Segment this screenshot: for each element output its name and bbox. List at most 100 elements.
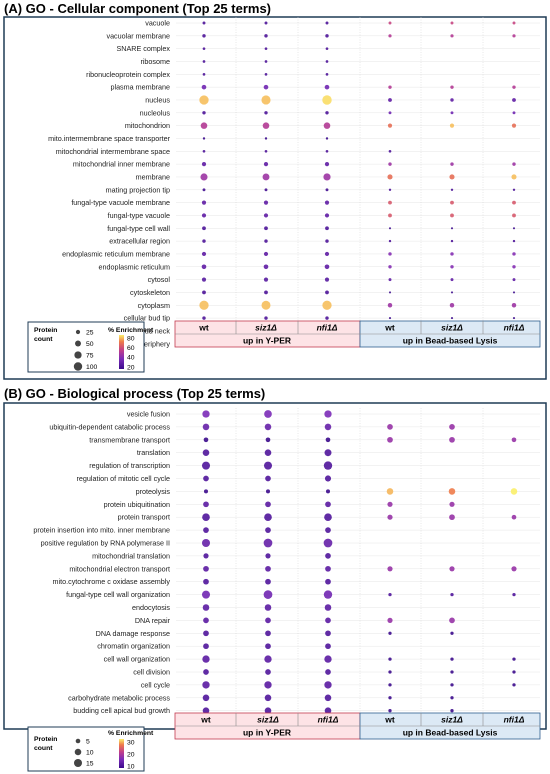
condition-label: wt <box>198 323 209 333</box>
term-label: vacuole <box>145 19 170 28</box>
condition-label: wt <box>384 323 395 333</box>
data-point <box>450 683 454 687</box>
data-point <box>202 513 210 522</box>
data-point <box>203 617 209 624</box>
legend-color-tick: 40 <box>127 355 135 362</box>
data-point <box>512 162 516 166</box>
data-point <box>324 264 330 270</box>
data-point <box>265 553 271 559</box>
data-point <box>200 173 208 181</box>
data-point <box>510 488 518 495</box>
data-point <box>387 617 393 624</box>
legend-size-dot <box>75 738 81 744</box>
panel-a-title: (A) GO - Cellular component (Top 25 term… <box>4 1 271 16</box>
legend-a: Protein count 25 50 75 100 % Enrichment 80 6… <box>27 321 154 373</box>
data-point <box>388 200 392 205</box>
data-point <box>323 538 333 548</box>
data-point <box>324 277 330 282</box>
term-label: protein transport <box>118 513 170 522</box>
data-point <box>512 239 516 243</box>
legend-b-sizes: 5 10 15 <box>74 738 94 767</box>
data-point <box>450 291 454 294</box>
legend-size-label: 15 <box>86 760 94 767</box>
term-label: mitochondrial intermembrane space <box>56 147 170 156</box>
legend-b: Protein count 5 10 15 % Enrichment 30 20 10 <box>27 726 154 772</box>
legend-size-label: 10 <box>86 749 94 756</box>
data-point <box>387 436 393 443</box>
data-point <box>388 227 392 230</box>
data-point <box>325 630 331 637</box>
data-point <box>263 538 273 548</box>
data-point <box>387 303 393 308</box>
data-point <box>325 437 331 443</box>
data-point <box>450 696 454 700</box>
term-label: ribosome <box>140 57 170 66</box>
data-point <box>263 84 269 90</box>
data-point <box>263 264 269 270</box>
data-point <box>512 21 516 25</box>
data-point <box>388 149 392 153</box>
data-point <box>264 188 268 192</box>
data-point <box>325 239 329 243</box>
group-label: up in Bead-based Lysis <box>403 336 498 346</box>
data-point <box>202 226 206 231</box>
term-label: mating projection tip <box>106 185 170 194</box>
term-label: membrane <box>136 172 170 181</box>
term-label: fungal-type cell wall <box>107 224 170 233</box>
data-point <box>325 290 329 295</box>
legend-size-dot <box>73 362 83 371</box>
data-point <box>325 643 331 650</box>
data-point <box>387 174 393 180</box>
data-point <box>387 501 393 507</box>
data-point <box>264 423 272 431</box>
data-point <box>324 423 332 431</box>
data-point <box>387 566 393 572</box>
term-label: cell division <box>133 668 170 677</box>
data-point <box>263 251 269 257</box>
data-point <box>450 252 454 256</box>
data-point <box>450 21 454 25</box>
data-point <box>512 592 516 597</box>
condition-label: siz1Δ <box>441 715 463 725</box>
data-point <box>202 137 206 140</box>
data-point <box>265 617 271 624</box>
data-point <box>449 303 455 308</box>
data-point <box>388 34 392 38</box>
data-point <box>450 98 454 102</box>
data-point <box>512 252 516 256</box>
term-label: nucleus <box>145 95 170 104</box>
data-point <box>512 98 516 102</box>
data-point <box>203 437 209 443</box>
data-point <box>324 410 332 418</box>
data-point <box>264 226 268 231</box>
data-point <box>263 200 269 205</box>
data-point <box>265 501 271 508</box>
data-point <box>201 251 207 257</box>
term-label: cell cycle <box>141 680 170 689</box>
data-point <box>322 95 332 105</box>
term-label: mitochondrial inner membrane <box>73 160 170 169</box>
data-point <box>512 227 516 230</box>
data-point <box>388 111 392 115</box>
data-point <box>512 291 516 294</box>
condition-label: siz1Δ <box>255 323 277 333</box>
data-point <box>325 137 329 140</box>
data-point <box>264 681 272 689</box>
data-point <box>202 47 206 50</box>
data-point <box>201 200 207 205</box>
data-point <box>511 174 517 180</box>
term-label: vacuolar membrane <box>106 31 170 40</box>
term-label: DNA damage response <box>96 629 170 638</box>
data-point <box>324 513 332 522</box>
data-point <box>202 410 210 418</box>
data-point <box>324 251 330 257</box>
group-label: up in Y-PER <box>243 336 291 346</box>
data-point <box>202 681 210 689</box>
data-point <box>264 21 268 25</box>
data-point <box>265 475 271 482</box>
data-point <box>449 436 455 443</box>
data-point <box>323 461 333 470</box>
data-point <box>512 278 516 282</box>
term-label: extracellular region <box>109 237 170 246</box>
data-point <box>324 162 330 167</box>
